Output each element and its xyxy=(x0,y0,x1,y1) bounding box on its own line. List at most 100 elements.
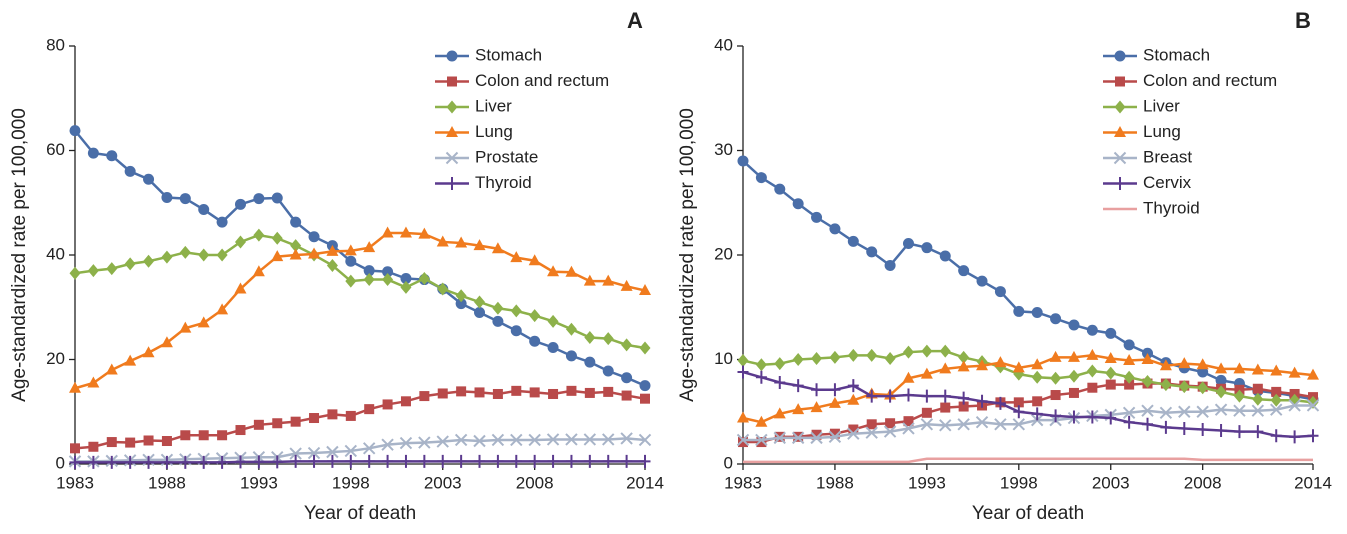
marker xyxy=(446,126,458,137)
marker xyxy=(235,425,246,436)
y-tick-label: 0 xyxy=(56,453,65,472)
marker xyxy=(362,442,376,455)
marker xyxy=(1215,362,1228,374)
marker xyxy=(161,436,172,447)
marker xyxy=(736,433,750,447)
marker xyxy=(179,245,191,259)
marker xyxy=(180,430,191,441)
marker xyxy=(234,235,246,249)
marker xyxy=(1067,350,1080,362)
marker xyxy=(253,455,265,469)
marker xyxy=(345,255,357,267)
y-tick-label: 10 xyxy=(714,349,733,368)
marker xyxy=(1233,425,1245,439)
legend-label: Thyroid xyxy=(475,173,532,192)
marker xyxy=(70,443,80,454)
marker xyxy=(289,248,302,260)
x-axis-label: Year of death xyxy=(304,503,416,524)
marker xyxy=(1031,407,1043,421)
marker xyxy=(774,183,786,195)
series-line xyxy=(743,457,1313,464)
marker xyxy=(829,223,841,235)
legend-label: Colon and rectum xyxy=(475,71,609,90)
y-tick-label: 80 xyxy=(46,35,65,54)
marker xyxy=(363,241,376,253)
marker xyxy=(69,266,81,280)
marker xyxy=(446,100,458,114)
marker xyxy=(1105,327,1117,339)
marker xyxy=(436,435,449,448)
marker xyxy=(143,435,154,446)
marker xyxy=(381,438,394,451)
marker xyxy=(289,447,302,460)
marker xyxy=(492,315,504,327)
marker xyxy=(547,341,559,353)
marker xyxy=(345,410,356,421)
marker xyxy=(828,430,842,444)
legend-label: Liver xyxy=(475,96,512,115)
marker xyxy=(1159,406,1173,420)
y-axis-label: Age-standardized rate per 100,000 xyxy=(677,108,698,402)
marker xyxy=(198,430,209,441)
marker xyxy=(773,431,786,445)
legend-label: Colon and rectum xyxy=(1143,71,1277,90)
x-tick-label: 1983 xyxy=(724,473,762,492)
marker xyxy=(1271,386,1282,397)
marker xyxy=(620,279,633,291)
marker xyxy=(87,376,100,388)
marker xyxy=(253,419,264,430)
marker xyxy=(902,238,914,250)
marker xyxy=(327,409,338,420)
marker xyxy=(1289,430,1301,444)
legend-label: Stomach xyxy=(475,45,542,64)
marker xyxy=(197,316,210,328)
marker xyxy=(738,437,748,448)
marker xyxy=(1105,379,1116,390)
marker xyxy=(548,388,559,399)
marker xyxy=(565,433,578,446)
marker xyxy=(1178,405,1191,418)
marker xyxy=(143,254,155,268)
x-tick-label: 2008 xyxy=(1184,473,1222,492)
marker xyxy=(1251,363,1264,375)
marker xyxy=(602,433,615,446)
marker xyxy=(437,454,449,468)
marker xyxy=(400,454,412,468)
marker xyxy=(1031,370,1043,384)
marker xyxy=(1307,368,1319,380)
marker xyxy=(920,367,933,379)
marker xyxy=(344,244,357,256)
marker xyxy=(737,354,749,368)
marker xyxy=(1141,353,1154,364)
marker xyxy=(1105,366,1117,380)
marker xyxy=(755,172,767,184)
marker xyxy=(1178,380,1190,394)
marker xyxy=(1068,410,1080,424)
panel-label: B xyxy=(1295,8,1311,33)
marker xyxy=(1068,319,1080,331)
x-tick-label: 1988 xyxy=(816,473,854,492)
marker xyxy=(1233,389,1245,403)
marker xyxy=(473,239,486,251)
marker xyxy=(381,226,394,238)
marker xyxy=(884,351,896,365)
marker xyxy=(921,389,933,403)
marker xyxy=(810,401,823,413)
marker xyxy=(455,454,467,468)
marker xyxy=(847,379,859,393)
marker xyxy=(418,454,430,468)
series-line xyxy=(742,160,1314,401)
marker xyxy=(1031,358,1044,370)
marker xyxy=(847,393,860,405)
marker xyxy=(810,431,823,445)
legend-label: Liver xyxy=(1143,96,1180,115)
marker xyxy=(1252,425,1264,439)
marker xyxy=(1252,383,1263,394)
marker xyxy=(866,419,877,430)
marker xyxy=(602,332,614,346)
marker xyxy=(737,365,749,379)
marker xyxy=(161,192,173,204)
marker xyxy=(958,401,969,412)
marker xyxy=(547,314,559,328)
marker xyxy=(455,289,467,303)
